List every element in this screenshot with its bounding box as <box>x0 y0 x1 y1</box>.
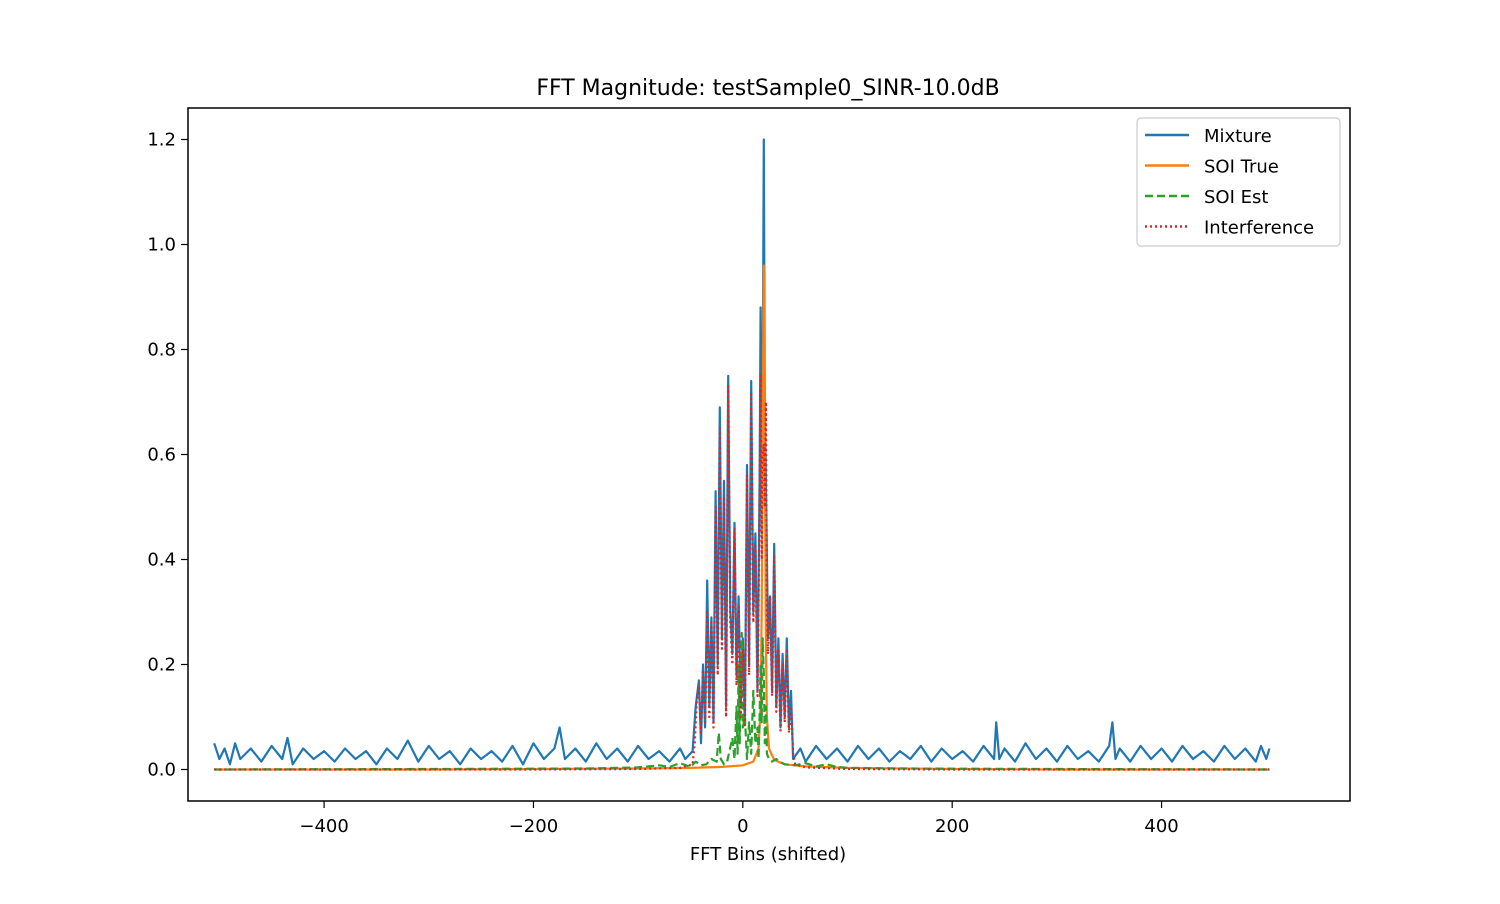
x-tick-label: 400 <box>1144 816 1178 837</box>
legend-label: Mixture <box>1204 126 1272 147</box>
x-tick-label: −200 <box>509 816 558 837</box>
x-axis-label: FFT Bins (shifted) <box>690 844 846 865</box>
legend-label: Interference <box>1204 218 1314 239</box>
series-line-soi-true <box>214 264 1270 771</box>
series-line-soi-est <box>214 631 1270 771</box>
y-tick-label: 0.2 <box>147 655 176 676</box>
series-line-mixture <box>213 138 1271 766</box>
y-tick-label: 1.0 <box>147 235 176 256</box>
y-tick-label: 1.2 <box>147 130 176 151</box>
y-tick-label: 0.6 <box>147 445 176 466</box>
x-tick-label: 0 <box>737 816 748 837</box>
x-tick-label: −400 <box>299 816 348 837</box>
y-tick-label: 0.0 <box>147 760 176 781</box>
legend-label: SOI Est <box>1204 187 1268 208</box>
plot-area <box>213 138 1271 771</box>
legend-label: SOI True <box>1204 157 1279 178</box>
chart-title: FFT Magnitude: testSample0_SINR-10.0dB <box>536 76 999 101</box>
legend-box <box>1136 117 1341 247</box>
y-axis-ticks: 0.0 0.2 0.4 0.6 0.8 1.0 1.2 <box>147 130 188 781</box>
series-line-interference <box>214 374 1270 771</box>
x-axis-ticks: −400 −200 0 200 400 <box>299 801 1179 837</box>
y-tick-label: 0.4 <box>147 550 176 571</box>
y-tick-label: 0.8 <box>147 340 176 361</box>
legend: Mixture SOI True SOI Est Interference <box>1136 117 1341 247</box>
x-tick-label: 200 <box>935 816 969 837</box>
